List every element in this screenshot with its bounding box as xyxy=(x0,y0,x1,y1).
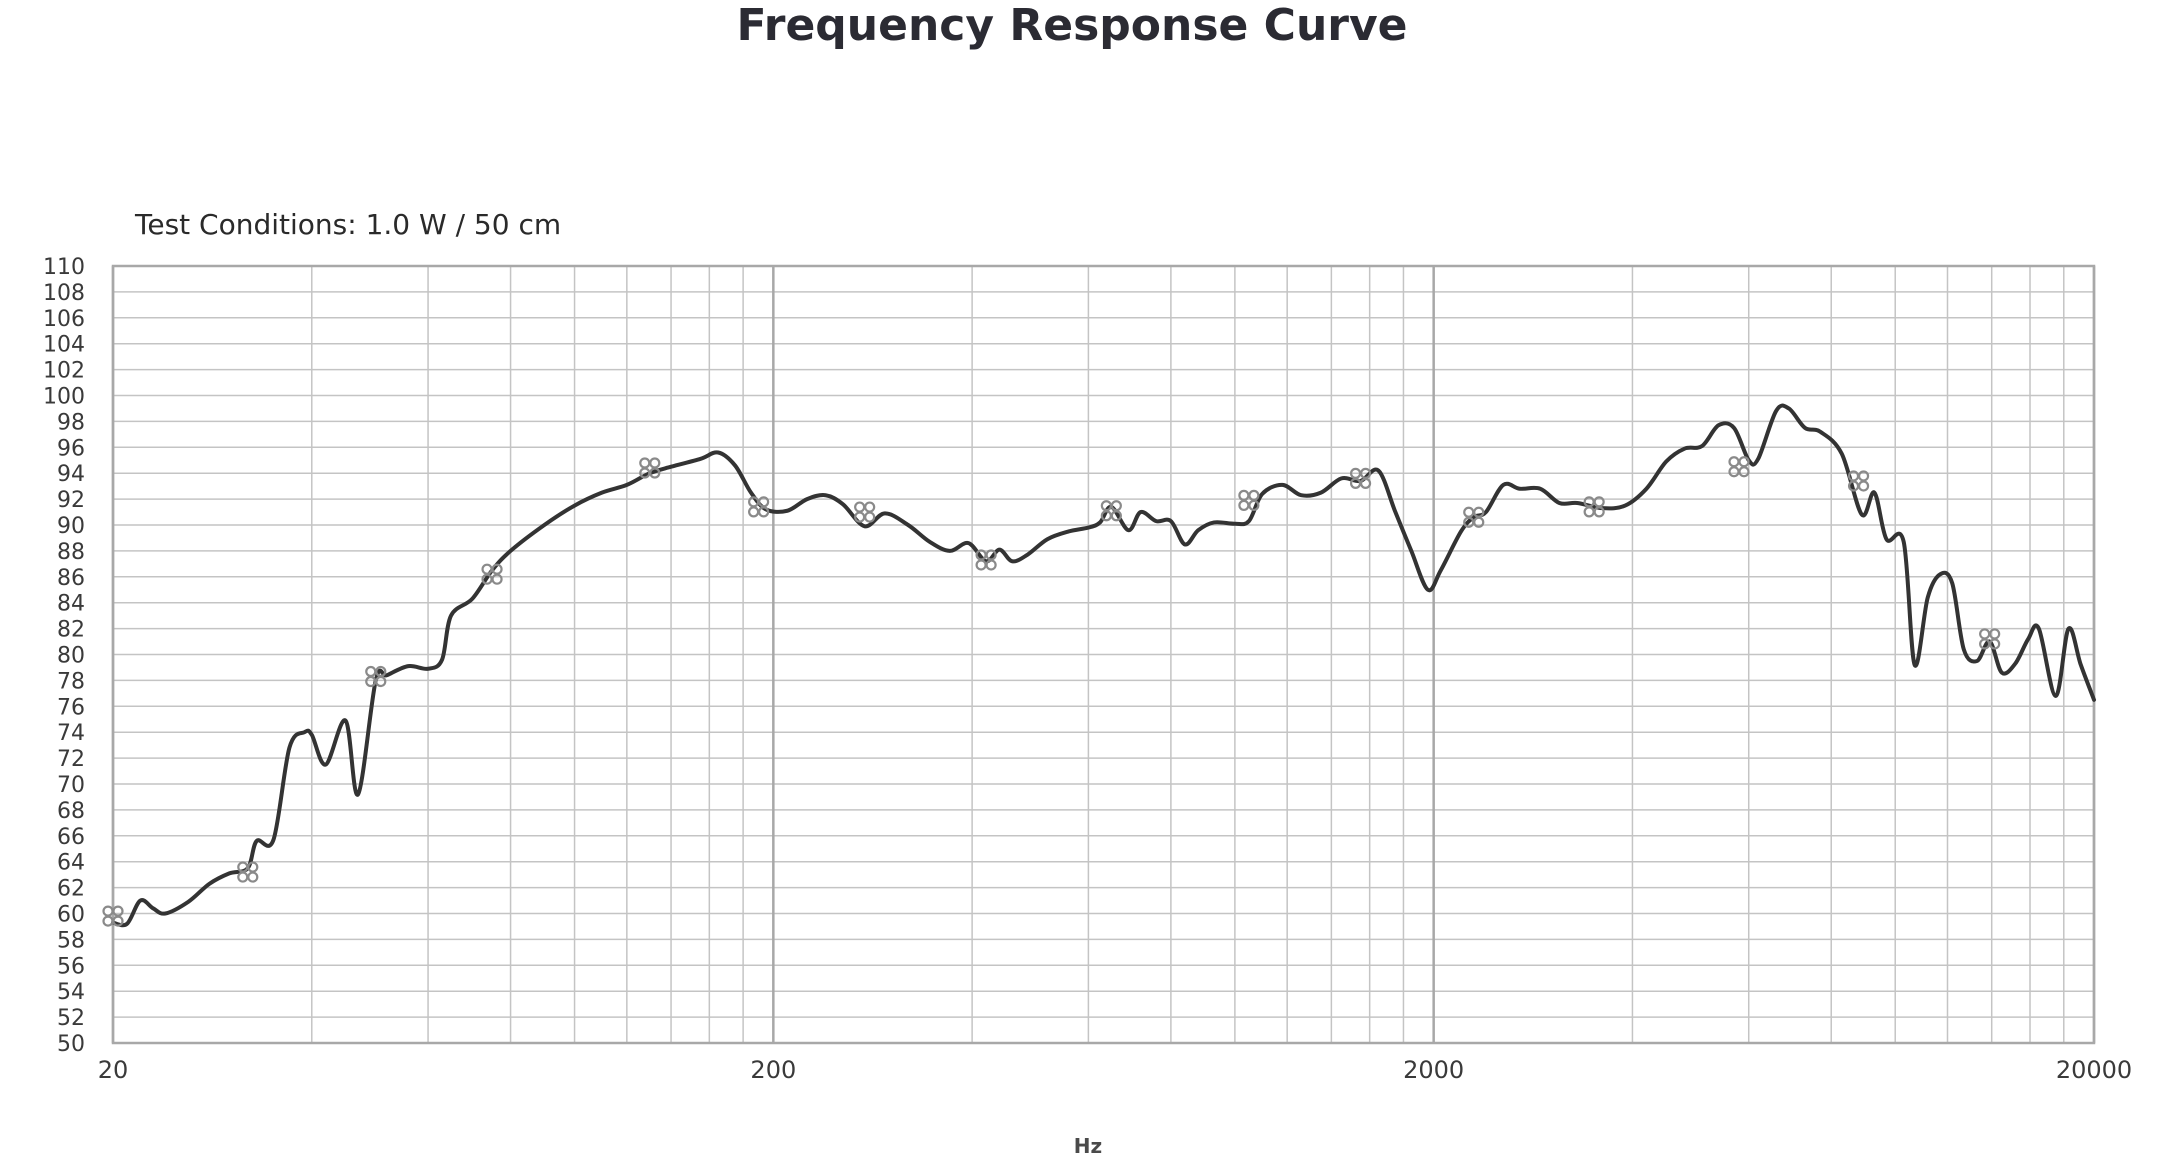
marker-dot xyxy=(365,665,377,678)
marker-dot xyxy=(748,506,760,518)
y-tick-label: 110 xyxy=(43,255,85,280)
y-tick-label: 76 xyxy=(57,695,85,720)
marker-dot xyxy=(1979,628,1991,640)
marker-dot xyxy=(1238,499,1250,511)
marker-dot xyxy=(649,467,661,479)
measurement-marker xyxy=(1238,489,1260,511)
y-tick-label: 70 xyxy=(57,773,85,798)
marker-dot xyxy=(237,871,249,883)
marker-dot xyxy=(864,511,876,523)
y-tick-label: 90 xyxy=(57,514,85,539)
marker-dot xyxy=(975,559,987,571)
marker-dot xyxy=(1857,480,1870,492)
marker-dot xyxy=(1463,506,1475,518)
marker-dot xyxy=(375,675,387,688)
y-tick-label: 52 xyxy=(57,1006,85,1031)
y-tick-label: 64 xyxy=(57,851,85,876)
y-tick-label: 102 xyxy=(43,359,85,384)
marker-dot xyxy=(1728,456,1740,468)
y-tick-label: 92 xyxy=(57,488,85,513)
measurement-marker xyxy=(102,905,124,927)
y-tick-label: 98 xyxy=(57,410,85,435)
measurement-marker xyxy=(1583,496,1605,518)
y-tick-label: 50 xyxy=(57,1032,85,1057)
marker-dot xyxy=(639,457,651,469)
measurement-marker xyxy=(365,665,387,688)
measurement-marker xyxy=(639,457,661,479)
frequency-response-line xyxy=(111,403,2096,928)
x-axis-title: Hz xyxy=(1074,1134,1102,1158)
y-tick-label: 72 xyxy=(57,747,85,772)
y-tick-label: 104 xyxy=(43,333,85,358)
y-tick-label: 96 xyxy=(57,436,85,461)
measurement-marker xyxy=(481,563,503,585)
marker-dot xyxy=(1989,638,2001,650)
x-tick-label: 20000 xyxy=(2056,1056,2132,1084)
measurement-marker xyxy=(975,549,997,571)
marker-dot xyxy=(854,501,866,513)
marker-dot xyxy=(102,905,114,917)
y-tick-label: 80 xyxy=(57,644,85,669)
plot-frame xyxy=(111,264,2096,1045)
measurement-marker xyxy=(1100,500,1122,522)
marker-dot xyxy=(1583,506,1595,518)
chart-title: Frequency Response Curve xyxy=(737,0,1408,51)
y-tick-label: 100 xyxy=(43,385,85,410)
measurement-marker xyxy=(1979,628,2001,650)
marker-dot xyxy=(1473,516,1485,528)
y-tick-label: 58 xyxy=(57,928,85,953)
marker-dot xyxy=(247,871,259,883)
marker-dot xyxy=(1738,466,1750,478)
marker-dot xyxy=(481,563,493,575)
y-tick-label: 60 xyxy=(57,903,85,928)
x-tick-label: 200 xyxy=(750,1056,796,1084)
marker-dot xyxy=(1738,456,1750,468)
marker-dot xyxy=(1110,510,1122,522)
y-axis-ticks: 1101081061041021009896949290888684828078… xyxy=(43,255,85,1057)
y-tick-label: 86 xyxy=(57,566,85,591)
marker-dot xyxy=(1359,477,1372,489)
marker-dot xyxy=(1248,499,1260,511)
marker-dot xyxy=(102,915,114,927)
y-tick-label: 78 xyxy=(57,669,85,694)
measurement-marker xyxy=(1847,470,1870,492)
y-tick-label: 74 xyxy=(57,721,85,746)
y-tick-label: 68 xyxy=(57,799,85,824)
measurement-marker xyxy=(1463,506,1485,528)
y-tick-label: 62 xyxy=(57,877,85,902)
marker-dot xyxy=(758,506,770,518)
measurement-markers xyxy=(102,456,2001,927)
x-tick-label: 2000 xyxy=(1403,1056,1464,1084)
marker-dot xyxy=(112,915,124,927)
marker-dot xyxy=(1728,466,1740,478)
y-tick-label: 54 xyxy=(57,980,85,1005)
test-conditions-label: Test Conditions: 1.0 W / 50 cm xyxy=(134,208,561,241)
x-axis-ticks: 20 200 2000 20000 xyxy=(98,1056,2132,1084)
marker-dot xyxy=(864,501,876,513)
y-tick-label: 88 xyxy=(57,540,85,565)
measurement-marker xyxy=(1728,456,1750,478)
marker-dot xyxy=(985,559,997,571)
y-tick-label: 84 xyxy=(57,592,85,617)
x-tick-label: 20 xyxy=(98,1056,129,1084)
y-tick-label: 56 xyxy=(57,954,85,979)
measurement-marker xyxy=(1349,467,1372,489)
measurement-marker xyxy=(854,501,876,523)
measurement-marker xyxy=(237,861,259,883)
y-tick-label: 94 xyxy=(57,462,85,487)
y-tick-label: 108 xyxy=(43,281,85,306)
grid xyxy=(111,265,2096,1044)
marker-dot xyxy=(649,457,661,469)
marker-dot xyxy=(491,573,503,585)
y-tick-label: 66 xyxy=(57,825,85,850)
marker-dot xyxy=(1593,506,1605,518)
measurement-marker xyxy=(748,496,770,518)
y-tick-label: 82 xyxy=(57,618,85,643)
y-tick-label: 106 xyxy=(43,307,85,332)
